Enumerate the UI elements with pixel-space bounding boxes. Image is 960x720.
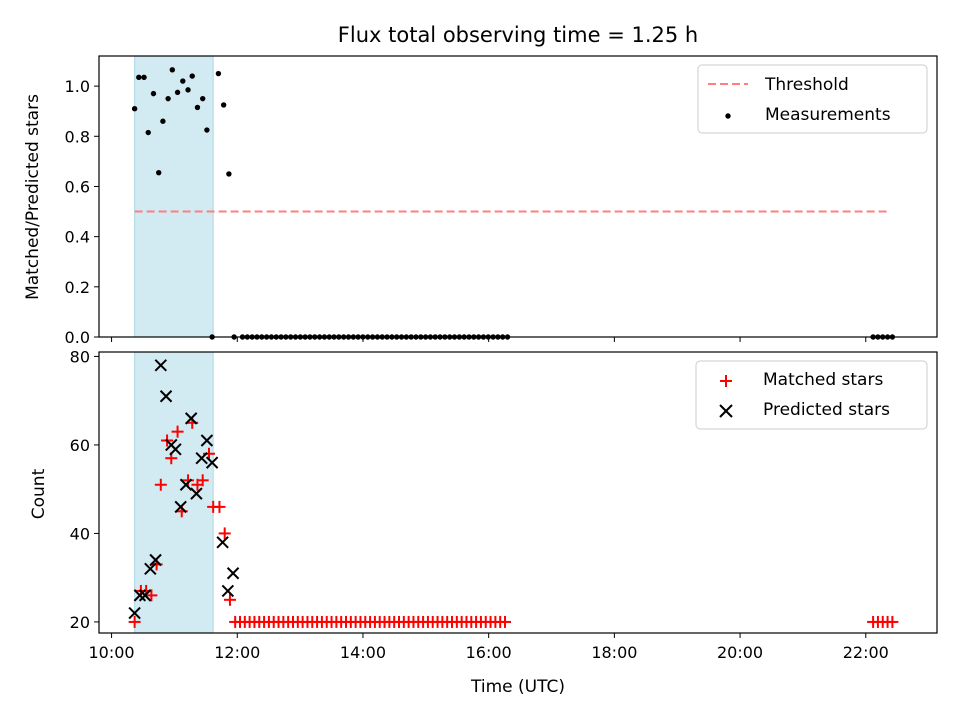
legend-matched-label: Matched stars	[763, 370, 883, 390]
y-tick-label: 0.8	[65, 127, 90, 146]
matched-star-point	[196, 474, 209, 487]
highlight-span-rect	[134, 56, 214, 337]
predicted-star-point	[169, 443, 182, 456]
bottom-axes-frame	[98, 351, 938, 634]
bottom-highlight-span	[134, 352, 214, 633]
predicted-star-point	[138, 589, 152, 602]
measurement-point	[180, 78, 186, 84]
y-tick-label: 20	[70, 613, 90, 632]
y-tick-label: 80	[70, 347, 90, 366]
x-tick-label: 16:00	[466, 643, 512, 662]
top-axis-ticks: 0.0 0.2 0.4 0.6 0.8 1.0	[65, 77, 867, 347]
measurement-point	[204, 127, 210, 133]
x-tick-label: 12:00	[214, 643, 260, 662]
predicted-star-point	[174, 500, 187, 514]
measurement-point	[200, 95, 206, 102]
predicted-star-point	[221, 584, 235, 598]
measurement-point	[169, 67, 176, 73]
measurement-point	[226, 171, 232, 177]
chart-title: Flux total observing time = 1.25 h	[338, 23, 698, 47]
x-tick-label: 14:00	[340, 643, 386, 662]
top-plot-area	[131, 67, 896, 340]
bottom-axis-ticks: 20 40 60 80 10:00 12:00 14:00 16:00 18:00 20:00 22…	[70, 347, 889, 662]
legend-measurements-label: Measurements	[765, 105, 891, 125]
predicted-star-point	[154, 359, 168, 372]
predicted-star-point	[159, 390, 173, 403]
measurement-point	[141, 74, 147, 81]
y-tick-label: 0.6	[65, 177, 90, 196]
measurement-point	[185, 87, 191, 93]
legend-threshold-label: Threshold	[764, 75, 849, 95]
measurement-point	[174, 89, 181, 96]
top-axes-frame	[98, 55, 938, 338]
measurement-point	[220, 102, 227, 108]
y-tick-label: 40	[70, 524, 90, 543]
measurement-point	[160, 118, 166, 124]
legend-measurements-swatch	[725, 113, 731, 119]
top-legend: Threshold Measurements	[697, 64, 928, 134]
measurement-point	[131, 105, 138, 112]
bottom-panel: 20 40 60 80 10:00 12:00 14:00 16:00 18:00 20:00 22…	[29, 347, 938, 697]
legend-predicted-label: Predicted stars	[763, 400, 890, 420]
measurement-point	[165, 95, 171, 102]
predicted-star-point	[190, 487, 203, 500]
predicted-star-point	[216, 536, 229, 549]
bottom-legend: Matched stars Predicted stars	[695, 360, 928, 430]
matched-star-point	[171, 425, 184, 438]
y-tick-label: 0.2	[65, 278, 90, 297]
y-tick-label: 1.0	[65, 77, 90, 96]
top-legend-box	[697, 64, 928, 134]
top-highlight-span	[134, 56, 214, 337]
predicted-star-point	[205, 456, 219, 469]
top-panel: 0.0 0.2 0.4 0.6 0.8 1.0 Matched/Predicted sta…	[23, 55, 938, 347]
matched-star-point	[886, 615, 899, 628]
measurement-point	[215, 70, 222, 77]
x-axis-label: Time (UTC)	[470, 677, 565, 697]
x-tick-label: 10:00	[89, 643, 135, 662]
y-tick-label: 60	[70, 436, 90, 455]
predicted-star-point	[179, 478, 193, 491]
top-ylabel: Matched/Predicted stars	[23, 94, 43, 300]
predicted-star-point	[128, 606, 141, 620]
measurement-point	[156, 169, 162, 176]
predicted-star-point	[149, 553, 162, 567]
x-tick-label: 18:00	[591, 643, 637, 662]
bottom-ylabel: Count	[29, 468, 49, 519]
x-tick-label: 22:00	[843, 643, 889, 662]
measurement-point	[150, 90, 157, 97]
y-tick-label: 0.0	[65, 328, 90, 347]
predicted-star-point	[195, 451, 208, 465]
highlight-span-rect	[134, 352, 214, 633]
legend-predicted-swatch	[719, 404, 733, 418]
matched-star-point	[218, 527, 231, 540]
predicted-star-point	[133, 589, 147, 602]
predicted-star-point	[226, 567, 240, 580]
matched-star-point	[154, 478, 167, 491]
measurement-point	[189, 73, 195, 79]
matched-star-point	[128, 615, 141, 628]
matched-star-point	[145, 589, 158, 602]
measurement-point	[145, 129, 151, 136]
matched-star-point	[182, 474, 195, 487]
matched-star-point	[223, 593, 236, 606]
measurement-point	[136, 74, 142, 81]
legend-matched-swatch	[720, 375, 732, 387]
predicted-star-point	[184, 412, 198, 425]
predicted-star-point	[144, 562, 157, 576]
matched-star-point	[499, 615, 512, 628]
bottom-legend-box	[695, 360, 928, 430]
matched-star-point	[213, 500, 226, 513]
x-tick-label: 20:00	[717, 643, 763, 662]
measurement-point	[194, 104, 201, 111]
bottom-plot-area	[128, 359, 899, 628]
y-tick-label: 0.4	[65, 228, 90, 247]
predicted-star-point	[200, 434, 214, 447]
